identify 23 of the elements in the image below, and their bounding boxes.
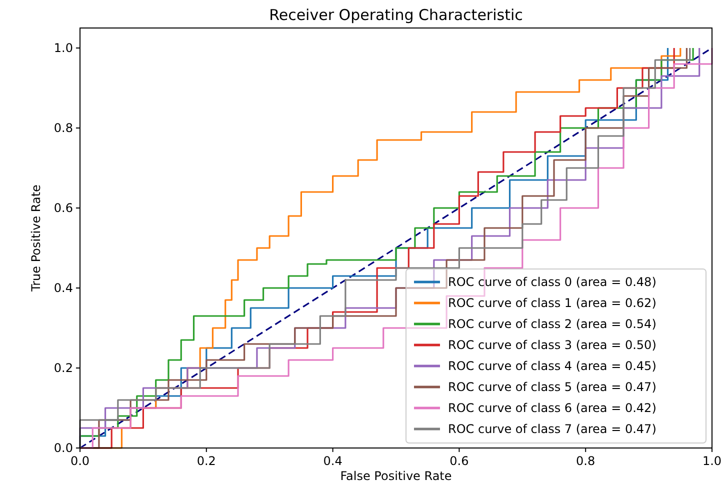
x-tick-label: 0.0 xyxy=(70,454,90,468)
legend-label: ROC curve of class 6 (area = 0.42) xyxy=(448,401,656,415)
legend-label: ROC curve of class 0 (area = 0.48) xyxy=(448,275,656,289)
x-tick-label: 0.4 xyxy=(323,454,342,468)
legend-label: ROC curve of class 2 (area = 0.54) xyxy=(448,317,656,331)
legend-label: ROC curve of class 7 (area = 0.47) xyxy=(448,422,656,436)
y-tick-label: 0.0 xyxy=(54,441,73,455)
x-tick-label: 0.2 xyxy=(196,454,216,468)
y-tick-label: 1.0 xyxy=(54,41,73,55)
x-tick-label: 0.6 xyxy=(450,454,469,468)
y-axis-title: True Positive Rate xyxy=(29,184,43,292)
legend-label: ROC curve of class 3 (area = 0.50) xyxy=(448,338,656,352)
y-tick-label: 0.8 xyxy=(54,121,73,135)
y-tick-label: 0.2 xyxy=(54,361,73,375)
legend-label: ROC curve of class 5 (area = 0.47) xyxy=(448,380,656,394)
x-tick-label: 1.0 xyxy=(702,454,722,468)
legend-label: ROC curve of class 4 (area = 0.45) xyxy=(448,359,656,373)
legend-label: ROC curve of class 1 (area = 0.62) xyxy=(448,296,656,310)
y-tick-label: 0.4 xyxy=(54,281,73,295)
chart-title: Receiver Operating Characteristic xyxy=(269,6,523,24)
x-tick-label: 0.8 xyxy=(576,454,596,468)
x-axis-title: False Positive Rate xyxy=(340,469,452,483)
y-tick-label: 0.6 xyxy=(54,201,73,215)
